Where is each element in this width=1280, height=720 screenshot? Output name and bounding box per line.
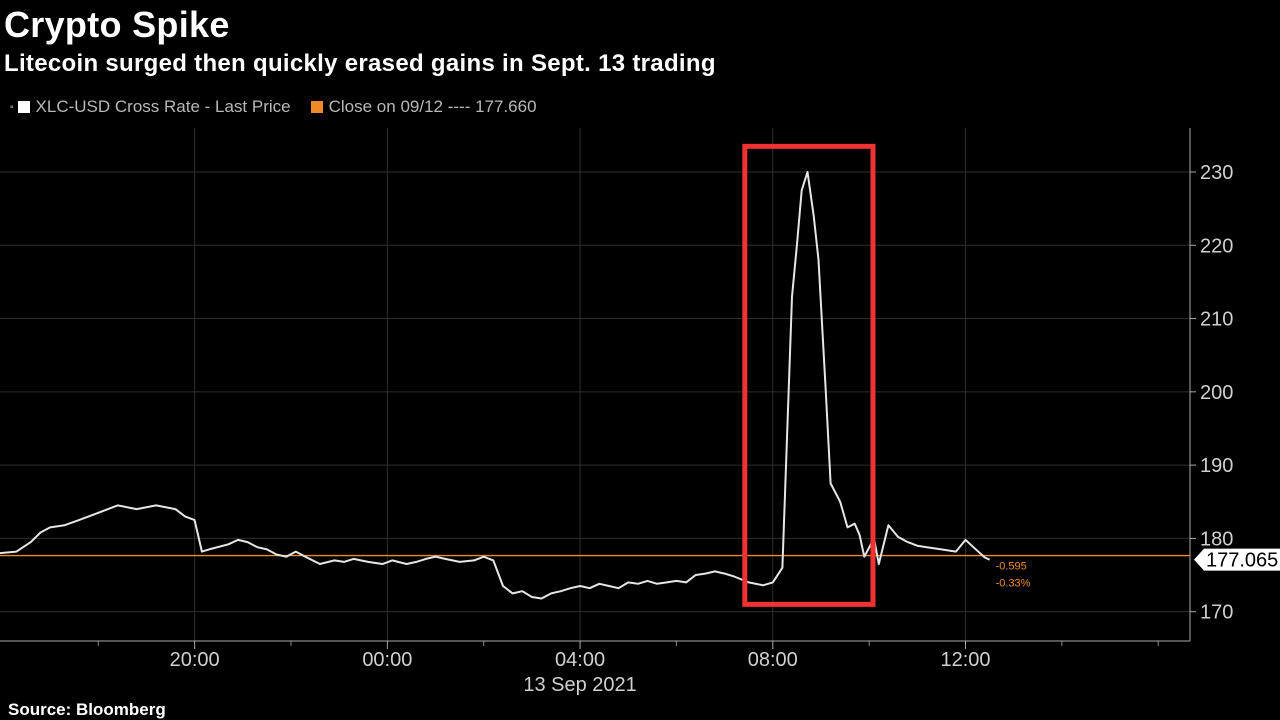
y-tick-label-190: 190	[1200, 455, 1233, 477]
y-tick-label-220: 220	[1200, 235, 1233, 257]
x-tick-label-08:00: 08:00	[748, 649, 798, 671]
series-line-xlc-usd	[0, 171, 991, 600]
x-tick-label-04:00: 04:00	[555, 649, 605, 671]
chart-legend: ▪ XLC-USD Cross Rate - Last Price Close …	[10, 97, 537, 117]
series-group	[0, 171, 991, 600]
x-tick-label-00:00: 00:00	[362, 649, 412, 671]
chart-title: Crypto Spike	[4, 4, 230, 45]
change-label-0: -0.595	[996, 561, 1027, 573]
y-tick-label-170: 170	[1200, 602, 1233, 624]
x-tick-label-12:00: 12:00	[940, 649, 990, 671]
y-tick-label-210: 210	[1200, 309, 1233, 331]
change-label-1: -0.33%	[996, 578, 1031, 590]
x-axis-date-label: 13 Sep 2021	[523, 674, 636, 696]
last-value-label: 177.065	[1206, 550, 1278, 572]
y-tick-label-230: 230	[1200, 162, 1233, 184]
legend-marker-icon: ▪	[10, 101, 14, 113]
highlight-group	[742, 143, 876, 607]
source-note: Source: Bloomberg	[8, 700, 166, 719]
last-value-tag	[1194, 548, 1280, 571]
legend-close-label: Close on 09/12 ---- 177.660	[328, 97, 537, 116]
legend-swatch-close	[310, 101, 323, 113]
highlight-box	[742, 143, 876, 607]
chart-labels: 170 180 190 200 210 220 230 20:00 00:00 04:00 08:0…	[170, 162, 1280, 696]
legend-swatch-series	[17, 101, 30, 113]
y-tick-label-180: 180	[1200, 528, 1233, 550]
legend-series-label: XLC-USD Cross Rate - Last Price	[35, 97, 291, 116]
x-tick-label-20:00: 20:00	[170, 649, 220, 671]
y-tick-label-200: 200	[1200, 382, 1233, 404]
chart-subtitle: Litecoin surged then quickly erased gain…	[4, 50, 716, 77]
